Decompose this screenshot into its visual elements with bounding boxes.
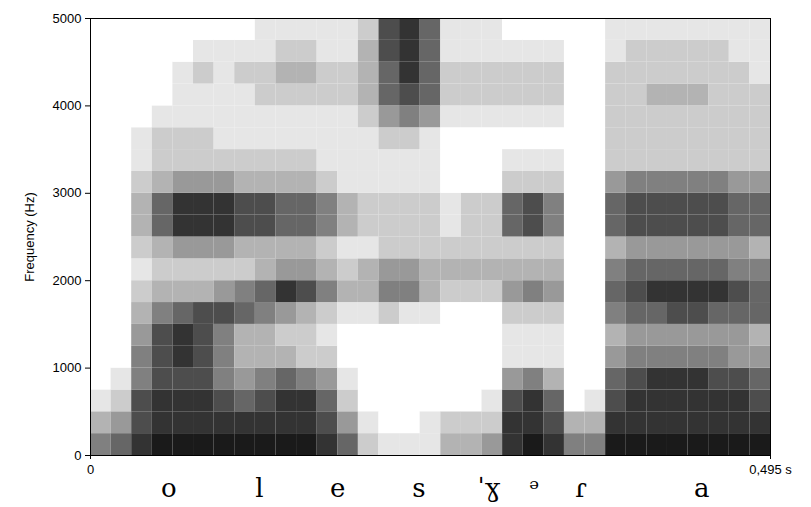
svg-text:0,495 s: 0,495 s	[749, 462, 792, 477]
svg-text:0: 0	[74, 448, 81, 463]
svg-text:3000: 3000	[53, 185, 82, 200]
svg-text:ᵊ: ᵊ	[529, 473, 539, 503]
svg-text:Frequency (Hz): Frequency (Hz)	[22, 192, 37, 282]
svg-text:o: o	[161, 473, 177, 503]
svg-text:2000: 2000	[53, 273, 82, 288]
svg-text:e: e	[330, 473, 345, 503]
svg-text:ˈɣ: ˈɣ	[478, 473, 501, 503]
svg-text:l: l	[255, 473, 263, 503]
svg-text:s: s	[412, 473, 425, 503]
svg-text:1000: 1000	[53, 360, 82, 375]
svg-text:5000: 5000	[53, 11, 82, 26]
svg-text:4000: 4000	[53, 98, 82, 113]
svg-text:a: a	[694, 473, 710, 503]
svg-text:0: 0	[87, 462, 94, 477]
svg-text:ɾ: ɾ	[575, 473, 587, 503]
